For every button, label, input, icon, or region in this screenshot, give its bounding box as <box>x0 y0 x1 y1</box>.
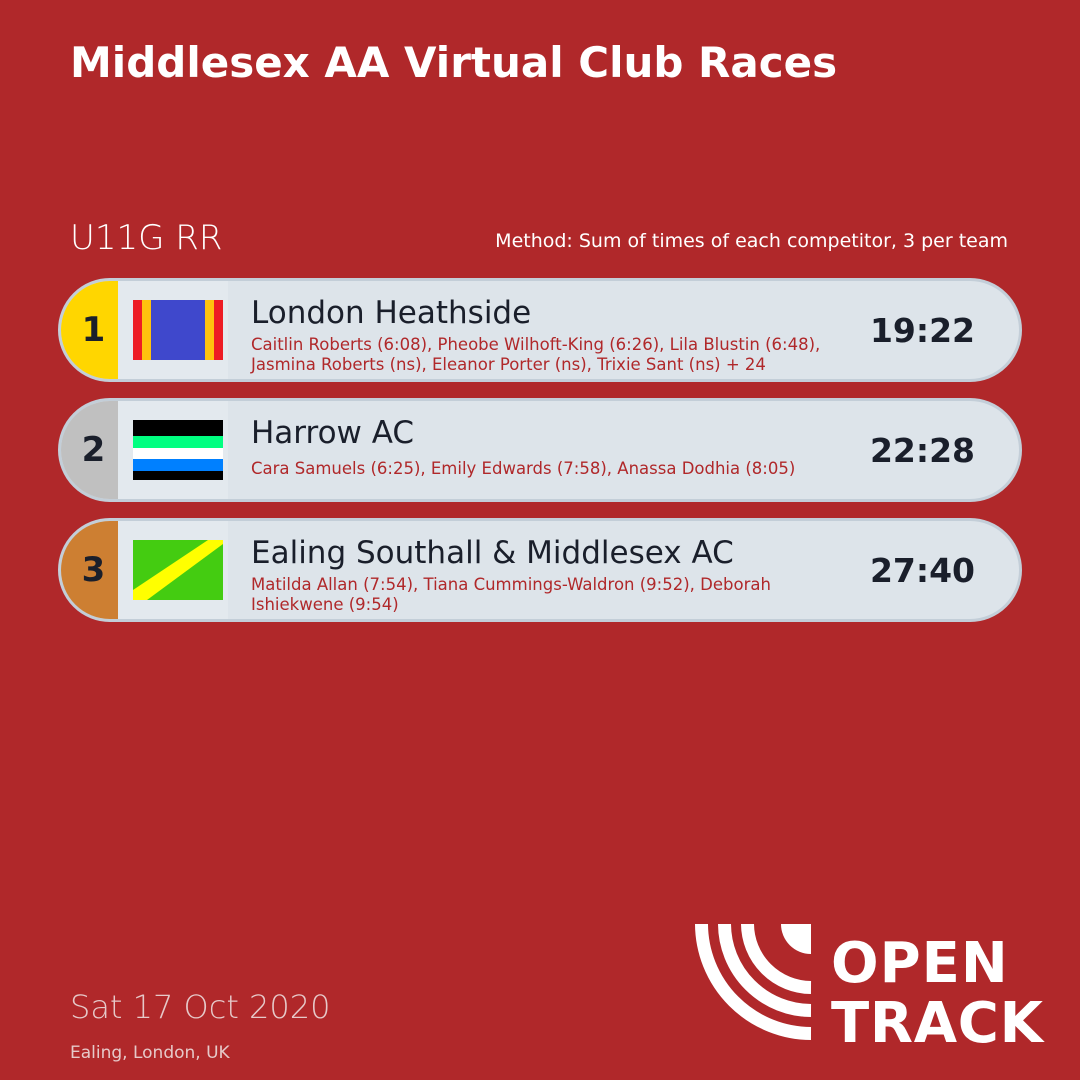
team-members: Matilda Allan (7:54), Tiana Cummings-Wal… <box>251 575 771 614</box>
team-time: 19:22 <box>869 310 975 350</box>
position-badge: 3 <box>61 521 118 619</box>
club-flag-icon <box>133 420 223 480</box>
event-date: Sat 17 Oct 2020 <box>70 988 331 1026</box>
event-location: Ealing, London, UK <box>70 1043 230 1063</box>
position-badge: 2 <box>61 401 118 499</box>
opentrack-logo: OPEN TRACK <box>695 924 1046 1046</box>
club-flag-icon <box>133 300 223 360</box>
team-name: Harrow AC <box>251 415 415 451</box>
scoring-method: Method: Sum of times of each competitor,… <box>495 230 1008 252</box>
result-row: 2 Harrow AC Cara Samuels (6:25), Emily E… <box>58 398 1022 502</box>
team-time: 27:40 <box>869 550 975 590</box>
team-time: 22:28 <box>869 430 975 470</box>
club-flag-icon <box>133 540 223 600</box>
team-members: Caitlin Roberts (6:08), Pheobe Wilhoft-K… <box>251 335 821 374</box>
svg-text:OPEN: OPEN <box>831 931 1009 996</box>
position-badge: 1 <box>61 281 118 379</box>
team-members: Cara Samuels (6:25), Emily Edwards (7:58… <box>251 459 796 478</box>
result-row: 3 Ealing Southall & Middlesex AC Matilda… <box>58 518 1022 622</box>
page-title: Middlesex AA Virtual Club Races <box>70 38 838 87</box>
team-name: Ealing Southall & Middlesex AC <box>251 535 734 571</box>
result-row: 1 London Heathside Caitlin Roberts (6:08… <box>58 278 1022 382</box>
event-name: U11G RR <box>70 218 223 258</box>
team-name: London Heathside <box>251 295 532 331</box>
svg-text:TRACK: TRACK <box>831 991 1046 1046</box>
